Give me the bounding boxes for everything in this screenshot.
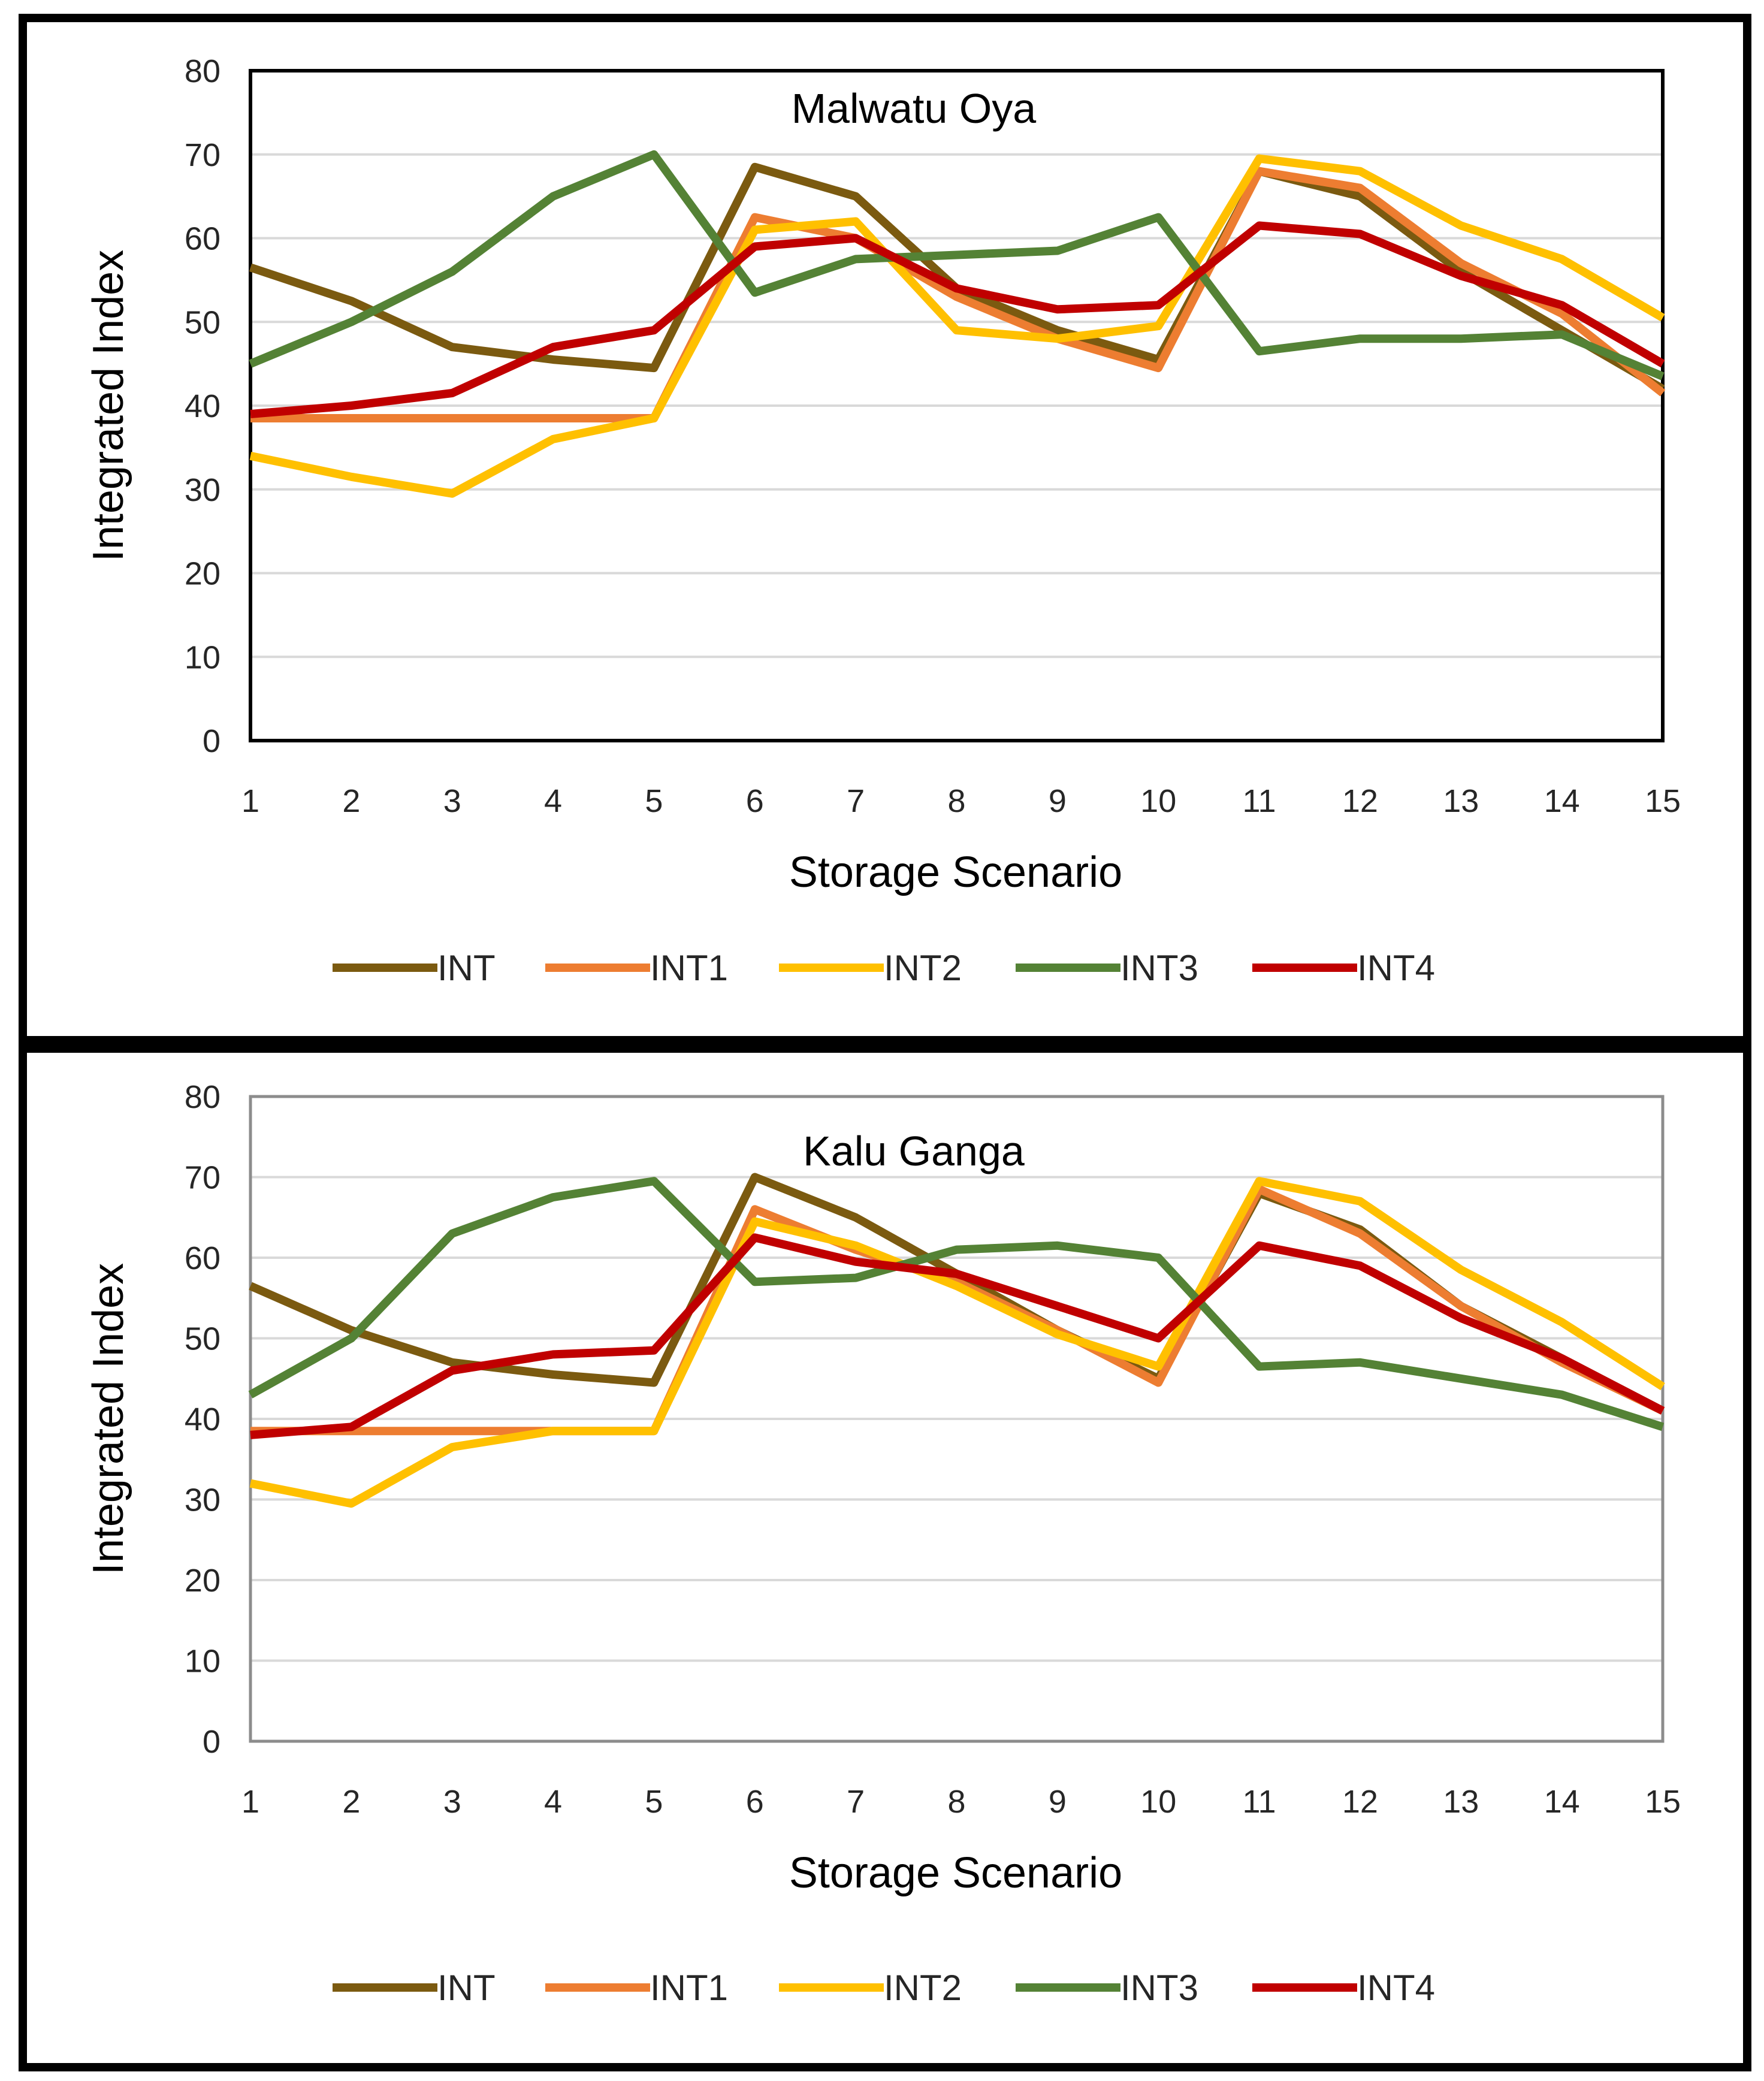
y-tick-label: 30 [185, 472, 220, 508]
panel-2-frame [19, 1044, 1751, 2071]
y-tick-label: 50 [185, 1321, 220, 1357]
y-tick-label: 20 [185, 1563, 220, 1599]
x-tick-label: 7 [847, 783, 865, 819]
series-line-int4 [250, 221, 1665, 418]
series-line-int2 [249, 1177, 1665, 1508]
x-tick-label: 7 [847, 1784, 865, 1820]
series-line-int4 [250, 1233, 1665, 1439]
x-tick-label: 15 [1645, 1784, 1681, 1820]
x-tick-label: 1 [241, 783, 259, 819]
y-tick-label: 80 [185, 1079, 220, 1115]
x-tick-label: 8 [947, 1784, 965, 1820]
y-tick-label: 60 [185, 221, 220, 257]
legend-label-int1: INT1 [650, 948, 728, 988]
legend-label-int4: INT4 [1357, 1968, 1435, 2008]
x-tick-label: 5 [645, 1784, 663, 1820]
x-tick-label: 9 [1049, 1784, 1067, 1820]
x-tick-label: 9 [1049, 783, 1067, 819]
x-tick-label: 6 [746, 1784, 764, 1820]
legend-label-int2: INT2 [884, 1968, 962, 2008]
x-tick-label: 6 [746, 783, 764, 819]
x-tick-label: 1 [241, 1784, 259, 1820]
x-tick-label: 12 [1342, 783, 1378, 819]
chart-title: Malwatu Oya [792, 85, 1037, 132]
x-tick-label: 15 [1645, 783, 1681, 819]
x-tick-label: 11 [1243, 1784, 1276, 1820]
legend-label-int2: INT2 [884, 948, 962, 988]
x-tick-label: 3 [443, 783, 461, 819]
y-tick-label: 70 [185, 1160, 220, 1196]
y-tick-label: 0 [203, 1724, 220, 1760]
y-tick-label: 80 [185, 53, 220, 89]
series-line-int3 [248, 1177, 1665, 1431]
legend-label-int: INT [437, 948, 496, 988]
x-tick-label: 8 [947, 783, 965, 819]
y-tick-label: 70 [185, 137, 220, 173]
plot-area-border [249, 1095, 1665, 1743]
y-tick-label: 0 [203, 723, 220, 759]
y-axis-label: Integrated Index [84, 1263, 132, 1575]
plot-area-border [249, 69, 1665, 742]
legend-label-int: INT [437, 1968, 496, 2008]
x-tick-label: 13 [1443, 1784, 1479, 1820]
legend-label-int3: INT3 [1120, 1968, 1198, 2008]
x-tick-label: 2 [342, 783, 360, 819]
x-tick-label: 10 [1140, 783, 1176, 819]
x-tick-label: 2 [342, 1784, 360, 1820]
y-tick-label: 40 [185, 388, 220, 424]
x-tick-label: 4 [544, 1784, 562, 1820]
x-tick-label: 12 [1342, 1784, 1378, 1820]
series-line-int2 [249, 154, 1665, 498]
legend-label-int1: INT1 [650, 1968, 728, 2008]
x-tick-label: 14 [1544, 1784, 1580, 1820]
x-tick-label: 4 [544, 783, 562, 819]
y-tick-label: 60 [185, 1240, 220, 1276]
x-axis-label: Storage Scenario [789, 1849, 1122, 1897]
x-tick-label: 3 [443, 1784, 461, 1820]
y-tick-label: 50 [185, 304, 220, 340]
panel-1-frame [19, 14, 1751, 1044]
x-tick-label: 10 [1140, 1784, 1176, 1820]
legend-label-int4: INT4 [1357, 948, 1435, 988]
y-axis-label: Integrated Index [84, 250, 132, 561]
y-tick-label: 30 [185, 1482, 220, 1518]
chart-title: Kalu Ganga [803, 1128, 1025, 1174]
y-tick-label: 10 [185, 639, 220, 675]
series-line-int3 [249, 150, 1665, 380]
x-tick-label: 11 [1243, 783, 1276, 819]
y-tick-label: 40 [185, 1402, 220, 1437]
series-line-int1 [250, 167, 1666, 422]
y-tick-label: 10 [185, 1644, 220, 1680]
x-tick-label: 5 [645, 783, 663, 819]
x-axis-label: Storage Scenario [789, 848, 1122, 896]
x-tick-label: 13 [1443, 783, 1479, 819]
y-tick-label: 20 [185, 556, 220, 592]
x-tick-label: 14 [1544, 783, 1580, 819]
legend-label-int3: INT3 [1120, 948, 1198, 988]
